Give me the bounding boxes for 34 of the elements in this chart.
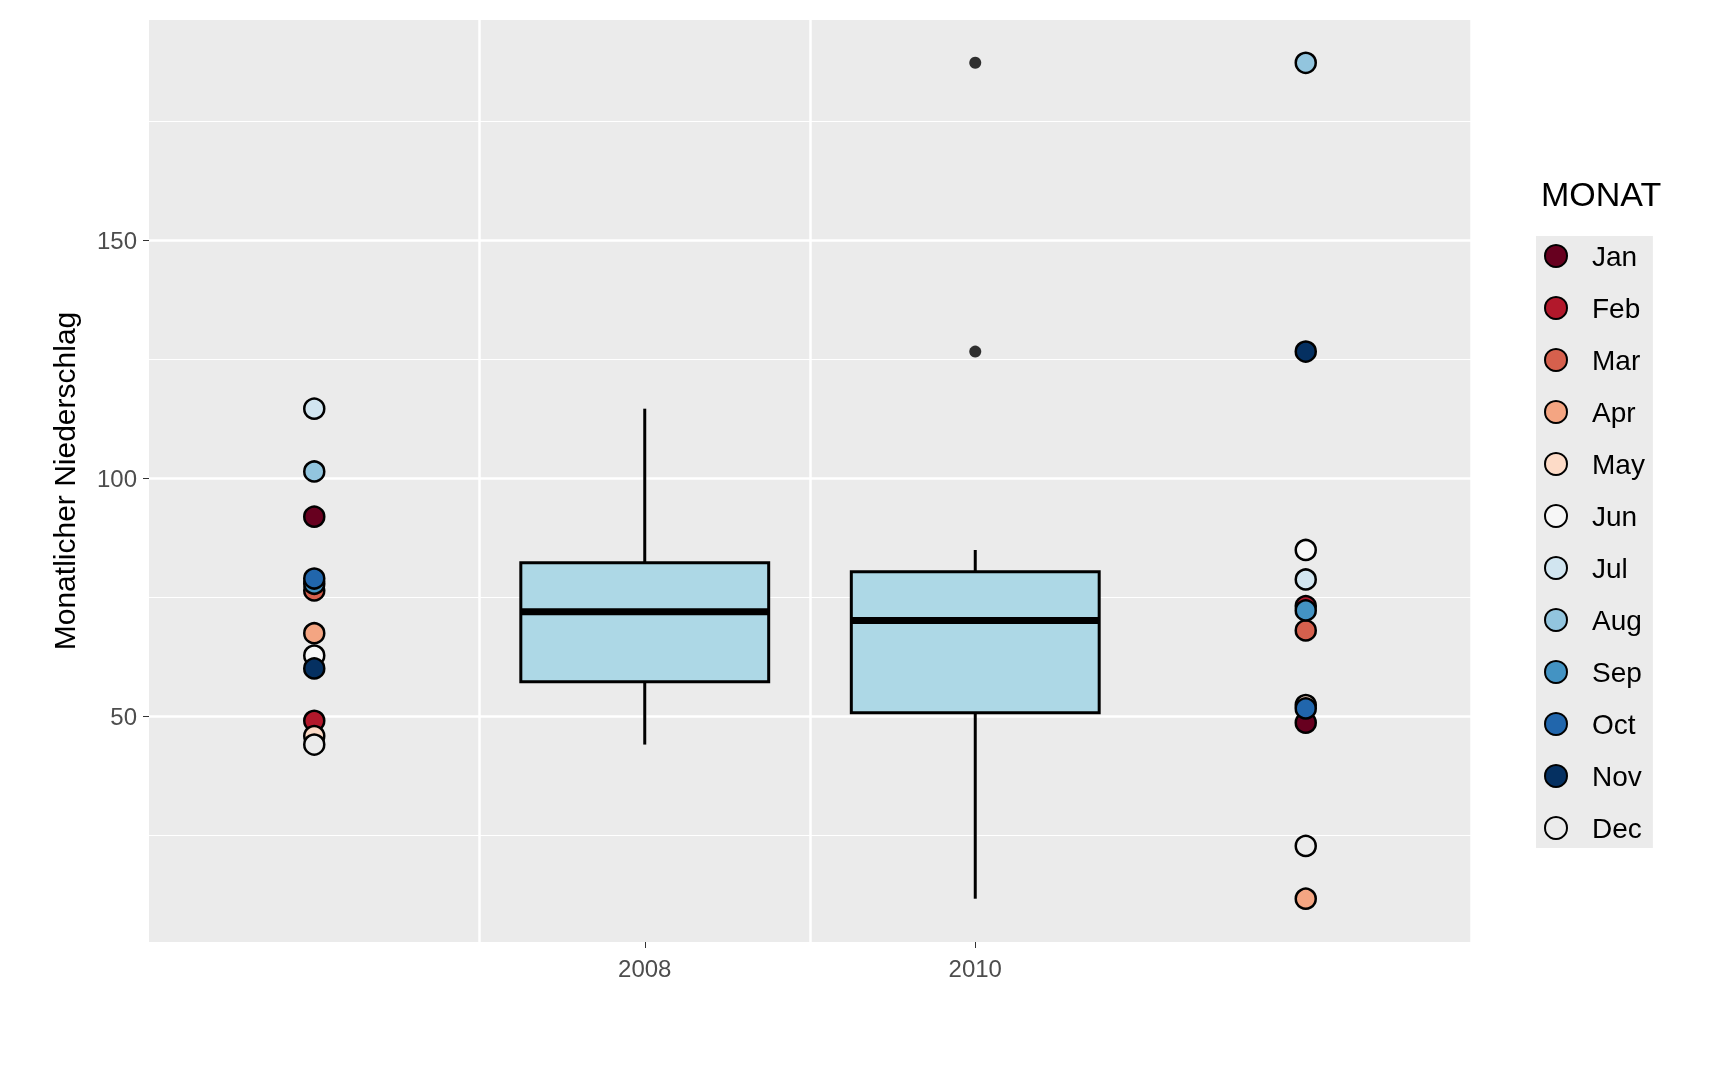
x-tick-label: 2008	[618, 954, 672, 982]
legend-label: Oct	[1592, 708, 1636, 740]
legend-label: Dec	[1592, 812, 1642, 844]
legend-label: May	[1592, 448, 1645, 480]
legend-label: Jan	[1592, 240, 1638, 272]
legend-title: MONAT	[1541, 175, 1662, 213]
legend-label: Nov	[1592, 760, 1642, 792]
point	[1294, 51, 1317, 75]
legend-label: Sep	[1592, 656, 1642, 688]
point	[1294, 538, 1317, 562]
point	[303, 657, 326, 680]
point	[303, 733, 326, 756]
point	[1294, 599, 1317, 622]
legend-label: Jun	[1592, 500, 1638, 532]
point	[303, 397, 326, 420]
point	[1294, 619, 1317, 642]
x-tick-label: 2010	[948, 954, 1002, 982]
point	[303, 567, 326, 590]
legend-label: Apr	[1592, 396, 1636, 428]
point	[1294, 834, 1317, 858]
point	[303, 460, 326, 483]
point	[1294, 340, 1317, 363]
legend-label: Jul	[1592, 552, 1628, 584]
point	[1294, 887, 1317, 910]
legend-label: Aug	[1592, 604, 1642, 636]
legend-label: Mar	[1592, 344, 1641, 376]
point	[303, 505, 326, 528]
legend-label: Feb	[1592, 292, 1641, 324]
y-tick-label: 100	[96, 464, 137, 492]
point	[1294, 568, 1317, 591]
point	[303, 621, 326, 645]
y-axis-title: Monatlicher Niederschlag	[47, 311, 81, 651]
y-tick-label: 150	[96, 226, 137, 254]
y-tick-label: 50	[110, 702, 137, 730]
